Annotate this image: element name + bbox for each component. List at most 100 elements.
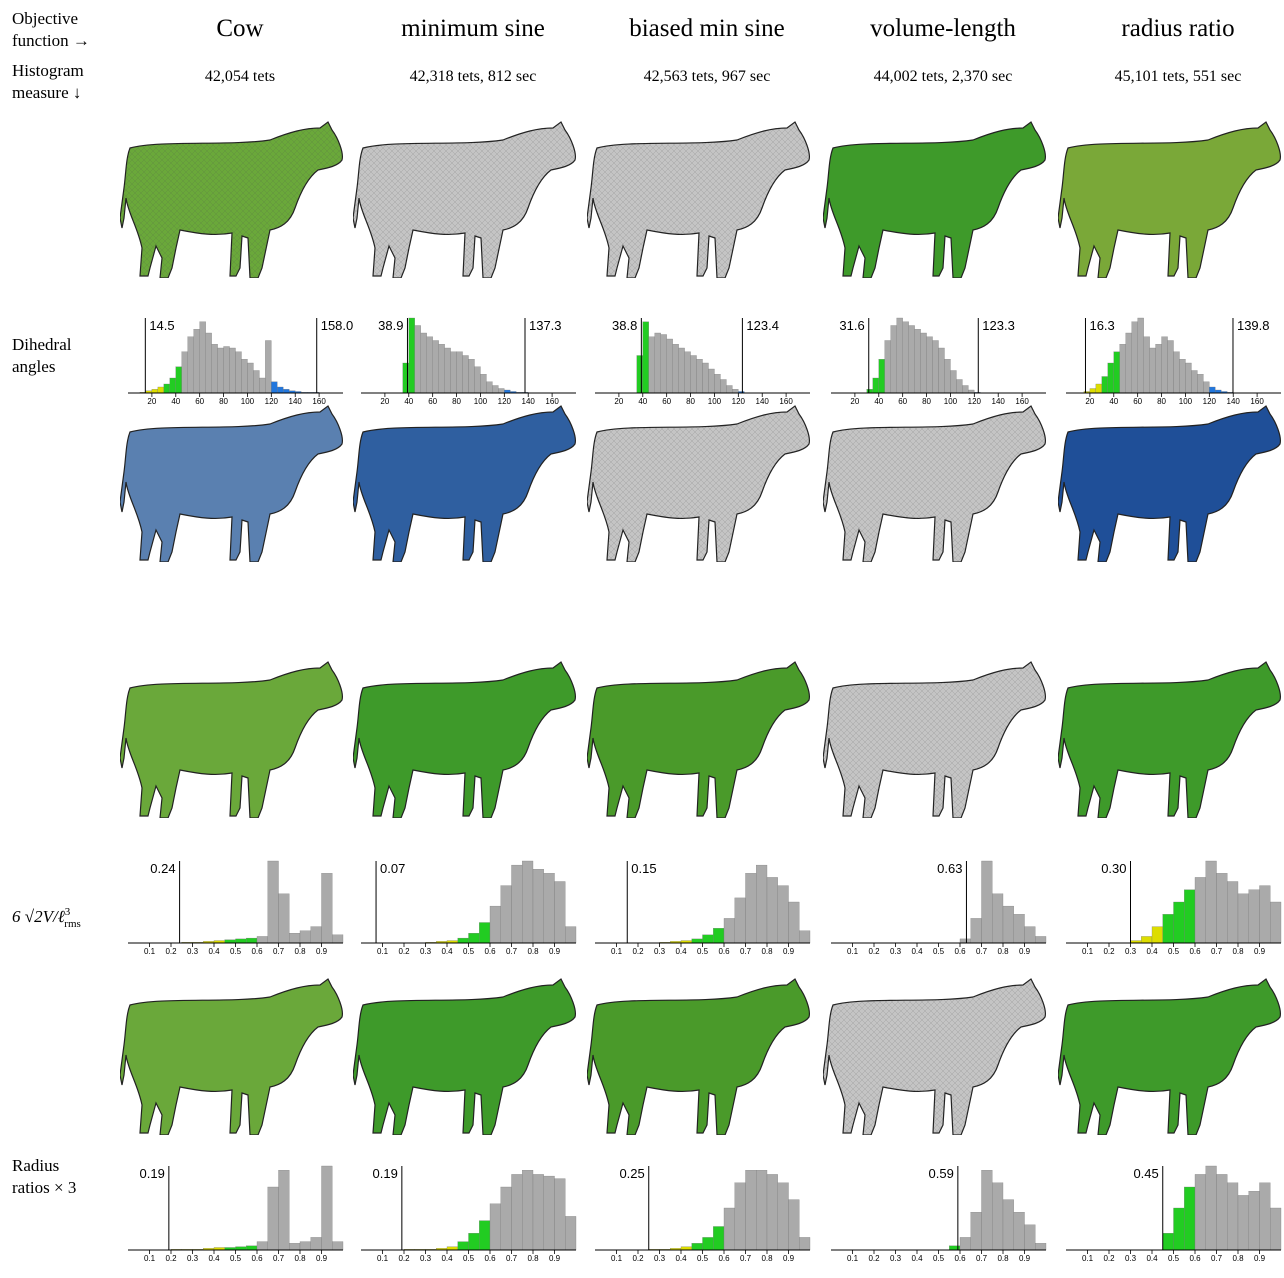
x-tick-label: 0.1 xyxy=(611,947,623,956)
histogram: 20 40 60 80 100 120 140 160 31.6 123.3 xyxy=(831,317,1046,406)
histogram-bar xyxy=(265,340,272,394)
histogram-bar xyxy=(414,325,421,394)
histogram-bar xyxy=(777,1182,789,1251)
histogram-bar xyxy=(187,336,194,394)
histogram-bar xyxy=(468,1233,480,1251)
x-tick-label: 0.1 xyxy=(377,1254,389,1263)
x-tick-label: 0.3 xyxy=(890,947,902,956)
x-tick-label: 80 xyxy=(922,397,931,406)
histogram-bar xyxy=(1248,1191,1260,1251)
histogram-bar xyxy=(235,351,242,394)
histogram-bar xyxy=(278,1170,290,1251)
histogram: 0.1 0.2 0.3 0.4 0.5 0.6 0.7 0.8 0.9 0.59 xyxy=(831,1166,1047,1263)
x-tick-label: 0.6 xyxy=(251,947,263,956)
extreme-label: 0.19 xyxy=(373,1166,398,1181)
x-tick-label: 0.6 xyxy=(954,947,966,956)
histogram-bar xyxy=(511,864,523,944)
row-label: ratios × 3 xyxy=(12,1178,76,1197)
x-tick-label: 0.6 xyxy=(718,1254,730,1263)
histogram-bar xyxy=(332,934,344,944)
x-tick-label: 20 xyxy=(614,397,623,406)
histogram-bar xyxy=(1259,1182,1271,1251)
histogram-bar xyxy=(691,938,703,944)
x-tick-label: 40 xyxy=(1109,397,1118,406)
histogram-bar xyxy=(660,334,667,394)
x-tick-label: 120 xyxy=(265,397,279,406)
histogram-bar xyxy=(246,1245,258,1251)
histogram-bar xyxy=(283,389,290,394)
histogram-bar xyxy=(1194,877,1206,944)
histogram-bar xyxy=(199,321,206,394)
mesh xyxy=(120,122,343,278)
histogram-bar xyxy=(1113,351,1120,394)
histogram-bar xyxy=(299,1241,311,1251)
histogram-bar xyxy=(1095,383,1102,394)
histogram-bar xyxy=(193,329,200,394)
histogram-bar xyxy=(756,1170,768,1251)
histogram-bar xyxy=(956,379,963,394)
histogram-bar xyxy=(714,374,721,394)
x-tick-label: 20 xyxy=(1085,397,1094,406)
x-tick-label: 0.2 xyxy=(1103,1254,1115,1263)
x-tick-label: 0.4 xyxy=(911,947,923,956)
histogram-bar xyxy=(1184,1186,1196,1251)
x-tick-label: 160 xyxy=(1015,397,1029,406)
histogram-bar xyxy=(489,1203,501,1251)
histogram-bar xyxy=(799,930,811,944)
x-tick-label: 100 xyxy=(708,397,722,406)
histogram-bar xyxy=(432,340,439,394)
histogram-bar xyxy=(408,317,415,394)
histogram-bar xyxy=(223,346,230,394)
histogram-bar xyxy=(788,1199,800,1251)
x-tick-label: 0.1 xyxy=(847,947,859,956)
histogram-bar xyxy=(678,347,685,394)
histogram-bar xyxy=(151,389,159,394)
x-tick-label: 0.3 xyxy=(420,947,432,956)
x-tick-label: 0.3 xyxy=(420,1254,432,1263)
histogram-bar xyxy=(981,860,993,944)
histogram-bar xyxy=(1191,370,1198,394)
histogram-bar xyxy=(438,344,445,394)
histogram-bar xyxy=(1194,1174,1206,1251)
histogram-bar xyxy=(962,385,969,394)
histogram-bar xyxy=(205,332,212,394)
histogram: 0.1 0.2 0.3 0.4 0.5 0.6 0.7 0.8 0.9 0.63 xyxy=(831,860,1047,956)
histogram-bar xyxy=(565,1216,577,1251)
extreme-label: 0.45 xyxy=(1133,1166,1158,1181)
x-tick-label: 0.2 xyxy=(165,1254,177,1263)
histogram: 0.1 0.2 0.3 0.4 0.5 0.6 0.7 0.8 0.9 0.30 xyxy=(1066,860,1282,956)
histogram-bar xyxy=(474,366,481,394)
mesh xyxy=(353,122,576,278)
cow-render xyxy=(120,661,343,818)
x-tick-label: 0.9 xyxy=(1254,947,1266,956)
x-tick-label: 0.2 xyxy=(632,947,644,956)
histogram-bar xyxy=(1205,860,1217,944)
histogram-bar xyxy=(1184,889,1196,944)
histogram-bar xyxy=(896,317,903,394)
x-tick-label: 0.7 xyxy=(1211,1254,1223,1263)
x-tick-label: 0.8 xyxy=(527,947,539,956)
histogram-bar xyxy=(420,332,427,394)
histogram-bar xyxy=(1197,374,1204,394)
histogram-bar xyxy=(310,1237,322,1251)
histogram-bar xyxy=(253,370,260,394)
mesh xyxy=(823,662,1046,818)
x-tick-label: 140 xyxy=(992,397,1006,406)
histogram-bar xyxy=(908,325,915,394)
histogram-bar xyxy=(181,351,188,394)
cow-render xyxy=(1058,121,1281,278)
column-title: radius ratio xyxy=(1121,15,1234,42)
histogram-bar xyxy=(970,918,982,944)
x-tick-label: 0.5 xyxy=(230,947,242,956)
histogram: 20 40 60 80 100 120 140 160 16.3 139.8 xyxy=(1066,317,1281,406)
x-tick-label: 60 xyxy=(898,397,907,406)
histogram-bar xyxy=(456,351,463,394)
x-tick-label: 0.2 xyxy=(868,947,880,956)
x-tick-label: 0.3 xyxy=(187,947,199,956)
histogram-bar xyxy=(1013,1212,1025,1251)
x-tick-label: 140 xyxy=(1227,397,1241,406)
histogram-bar xyxy=(229,347,236,394)
histogram-bar xyxy=(277,386,284,394)
histogram: 0.1 0.2 0.3 0.4 0.5 0.6 0.7 0.8 0.9 0.19 xyxy=(128,1165,344,1263)
x-tick-label: 100 xyxy=(241,397,255,406)
